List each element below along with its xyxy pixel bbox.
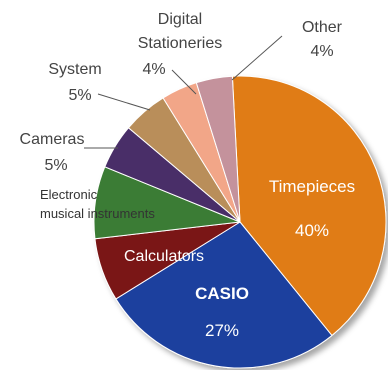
digital-label-line2: Stationeries: [138, 35, 223, 52]
other-leader: [231, 35, 283, 81]
pie-slice-casio: [115, 221, 333, 369]
other-value: 4%: [310, 43, 333, 60]
digital-value: 4%: [142, 61, 165, 78]
electronic-label-line2: musical instruments: [40, 206, 155, 221]
cameras-value: 5%: [44, 157, 67, 174]
casio-label: CASIO: [195, 284, 249, 303]
leader-lines: [84, 35, 283, 149]
timepieces-label: Timepieces: [269, 177, 355, 196]
cameras-label: Cameras: [20, 131, 85, 148]
system-label: System: [48, 61, 101, 78]
system-value: 5%: [68, 87, 91, 104]
digital-label-line1: Digital: [158, 11, 202, 28]
pie-slice-other: [195, 75, 241, 223]
casio-value: 27%: [205, 321, 239, 340]
calculators-label: Calculators: [124, 248, 204, 265]
other-label: Other: [302, 19, 343, 36]
pie-slice-timepieces: [231, 75, 387, 337]
system-leader: [97, 93, 151, 111]
digital-leader: [171, 69, 197, 95]
timepieces-value: 40%: [295, 221, 329, 240]
electronic-label-line1: Electronic: [40, 187, 98, 202]
pie-slices: [93, 75, 387, 369]
